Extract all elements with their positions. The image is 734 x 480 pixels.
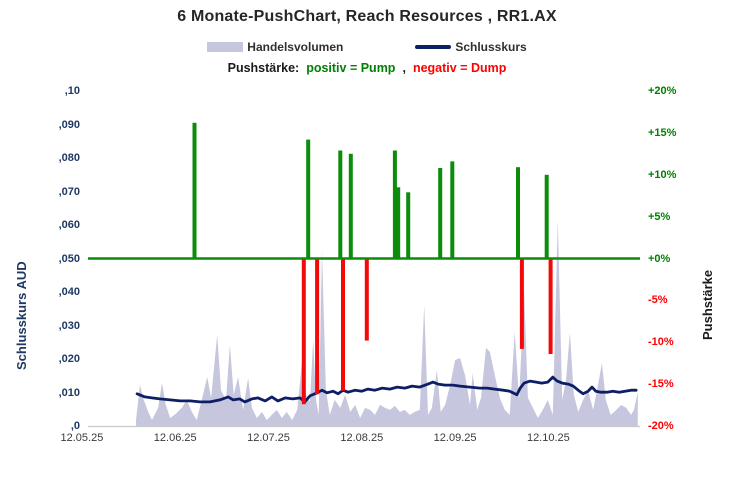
pump-bar xyxy=(392,150,397,259)
pump-bar xyxy=(306,139,311,259)
pump-bar xyxy=(544,174,549,259)
dump-bar xyxy=(301,258,306,405)
y-right-tick: -20% xyxy=(648,420,674,432)
dump-bar xyxy=(519,258,524,349)
y-right-tick: +5% xyxy=(648,210,671,223)
dump-bar xyxy=(315,258,320,395)
close-line-swatch-icon xyxy=(415,45,452,49)
volume-swatch-icon xyxy=(207,42,244,52)
pump-bar xyxy=(516,167,520,259)
volume-area xyxy=(136,220,638,426)
dump-bar xyxy=(341,258,345,391)
y-left-tick: ,070 xyxy=(58,185,80,198)
pump-bar xyxy=(396,187,401,259)
x-tick: 12.06.25 xyxy=(153,432,197,444)
y-right-tick: +15% xyxy=(648,126,677,139)
note-positive: positiv = Pump xyxy=(306,61,396,75)
y-right-tick: +20% xyxy=(648,85,677,97)
y-left-tick: ,010 xyxy=(58,386,80,399)
x-tick: 12.10.25 xyxy=(526,432,570,444)
y-left-tick: ,080 xyxy=(58,152,80,164)
pump-bar xyxy=(192,122,197,259)
dump-bar xyxy=(364,258,369,341)
note-prefix: Pushstärke: xyxy=(227,61,300,75)
pump-bar xyxy=(406,192,411,259)
pump-bar xyxy=(338,150,343,259)
pushstaerke-note: Pushstärke: positiv = Pump , negativ = D… xyxy=(0,61,734,75)
plot-area xyxy=(88,122,640,428)
dump-bar xyxy=(548,258,553,354)
y-left-tick: ,10 xyxy=(64,85,80,97)
legend-item-volume: Handelsvolumen xyxy=(207,40,343,54)
legend: Handelsvolumen Schlusskurs xyxy=(0,40,734,54)
y-left-tick: ,020 xyxy=(58,353,80,365)
x-tick: 12.08.25 xyxy=(340,432,384,444)
x-tick: 12.09.25 xyxy=(433,432,477,444)
x-tick: 12.05.25 xyxy=(60,432,104,444)
y-right-tick: +10% xyxy=(648,168,677,181)
note-comma: , xyxy=(402,61,406,75)
legend-item-close: Schlusskurs xyxy=(415,40,527,54)
pump-bar xyxy=(438,168,443,259)
y-left-tick: ,060 xyxy=(58,219,80,231)
legend-label-volume: Handelsvolumen xyxy=(247,40,344,54)
y-left-tick: ,090 xyxy=(58,118,80,131)
y-right-tick: -15% xyxy=(648,378,674,391)
y-left-tick: ,0 xyxy=(70,420,80,432)
close-price-line xyxy=(135,375,638,404)
pump-bar xyxy=(450,161,455,259)
x-tick: 12.07.25 xyxy=(247,432,290,444)
chart-title: 6 Monate-PushChart, Reach Resources , RR… xyxy=(177,8,557,25)
y-left-tick: ,050 xyxy=(58,252,80,265)
y-axis-title-right: Pushstärke xyxy=(700,269,715,340)
legend-label-close: Schlusskurs xyxy=(455,40,527,54)
y-left-tick: ,040 xyxy=(58,286,80,298)
y-right-tick: -10% xyxy=(648,336,674,349)
note-negative: negativ = Dump xyxy=(412,61,507,75)
y-right-tick: -5% xyxy=(648,294,668,307)
pump-bar xyxy=(348,153,353,259)
y-left-tick: ,030 xyxy=(58,319,80,332)
y-right-tick: +0% xyxy=(648,252,671,265)
